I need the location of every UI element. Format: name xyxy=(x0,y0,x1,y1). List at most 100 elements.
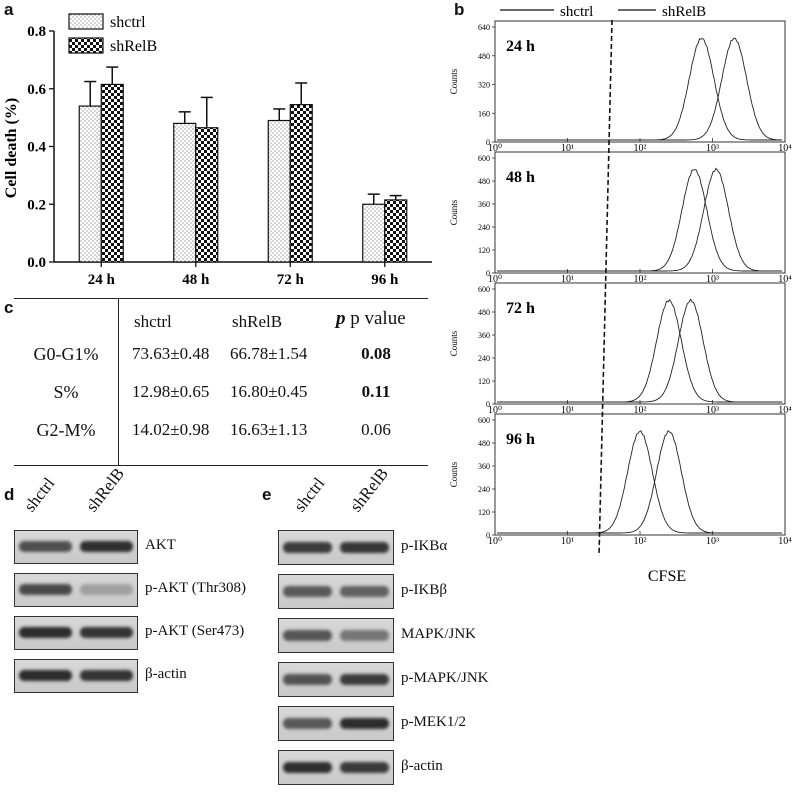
row-label: G2-M% xyxy=(36,420,96,440)
legend-label-shctrl: shctrl xyxy=(560,4,593,20)
x-tick-label: 10⁴ xyxy=(778,405,792,416)
x-tick-label: 10² xyxy=(634,143,647,154)
blot-label: p-IKBβ xyxy=(401,581,447,598)
panel-e-letter: e xyxy=(262,485,272,504)
cfse-histogram-72h: 72 h 0 120 240 360 480 600 Counts 10⁰ 10¹ 10² 10³ 10… xyxy=(449,282,792,416)
y-tick-label: 0.6 xyxy=(27,82,46,98)
y-tick-label: 320 xyxy=(478,81,490,90)
band-lane2 xyxy=(80,670,133,681)
y-tick-label: 0 xyxy=(486,138,490,147)
bar-shRelB xyxy=(289,104,313,263)
histogram-curve-shRelB xyxy=(497,37,782,141)
panel-d-letter: d xyxy=(4,485,15,504)
blot-label: β-actin xyxy=(145,666,187,682)
bar-shctrl xyxy=(78,105,102,263)
legend-swatch-shRelB xyxy=(68,37,104,54)
histogram-curve-shRelB xyxy=(497,167,782,272)
cell-cycle-table: shctrl shRelB p p value G0-G1% 73.63±0.48… xyxy=(14,298,428,466)
blot-label: p-AKT (Thr308) xyxy=(145,580,246,596)
band-lane1 xyxy=(283,585,332,597)
y-tick-label: 640 xyxy=(478,23,490,32)
y-tick-label: 0.8 xyxy=(27,24,46,40)
table-cell: 14.02±0.98 xyxy=(132,420,210,439)
blot-mapk-jnk xyxy=(278,618,394,653)
band-lane2 xyxy=(80,584,133,595)
lane-label-shRelB: shRelB xyxy=(346,464,393,516)
col-header-shctrl: shctrl xyxy=(134,312,172,331)
cfse-histogram-96h: 96 h 0 120 240 360 480 600 Counts 10⁰ 10¹ 10² 10³ 10… xyxy=(449,413,792,547)
y-tick-label: 600 xyxy=(478,416,490,425)
histogram-curve-shctrl xyxy=(497,169,782,272)
lane-label-shctrl: shctrl xyxy=(20,473,59,516)
blot-label: β-actin xyxy=(401,757,443,774)
y-tick-label: 360 xyxy=(478,200,490,209)
blot-p-mek1-2 xyxy=(278,706,394,741)
y-tick-label: 360 xyxy=(478,462,490,471)
histogram-frame xyxy=(494,413,786,536)
x-tick-label: 10⁴ xyxy=(778,274,792,285)
legend-swatch-shctrl xyxy=(68,13,104,30)
x-tick-label: 24 h xyxy=(88,272,116,288)
band-lane1 xyxy=(19,541,72,552)
blot-p-akt-ser473- xyxy=(14,616,138,650)
y-tick-label: 480 xyxy=(478,52,490,61)
y-tick-label: 120 xyxy=(478,508,490,517)
counts-axis-label: Counts xyxy=(449,68,459,94)
y-tick-label: 240 xyxy=(478,223,490,232)
histogram-curve-shctrl xyxy=(497,430,782,534)
histogram-curve-shRelB xyxy=(497,429,782,534)
y-tick-label: 360 xyxy=(478,331,490,340)
x-tick-label: 10² xyxy=(634,536,647,547)
panel-a-letter: a xyxy=(4,0,14,19)
bar-shctrl xyxy=(173,122,197,263)
y-tick-label: 0.2 xyxy=(27,197,46,213)
band-lane2 xyxy=(340,717,389,729)
y-tick-label: 0 xyxy=(486,400,490,409)
x-tick-label: 10¹ xyxy=(561,274,574,285)
x-tick-label: 96 h xyxy=(371,272,399,288)
x-tick-label: 10¹ xyxy=(561,143,574,154)
x-tick-label: 10³ xyxy=(706,405,719,416)
counts-axis-label: Counts xyxy=(449,199,459,225)
blot-label: p-IKBα xyxy=(401,537,448,554)
y-tick-label: 160 xyxy=(478,109,490,118)
panel-b-letter: b xyxy=(454,0,465,19)
bar-shRelB xyxy=(384,199,408,263)
y-tick-label: 480 xyxy=(478,177,490,186)
y-axis-label: Cell death (%) xyxy=(3,98,20,198)
lane-label-shctrl: shctrl xyxy=(290,473,329,516)
y-tick-label: 600 xyxy=(478,285,490,294)
table-cell: 0.11 xyxy=(361,382,391,401)
histogram-curve-shctrl xyxy=(497,299,782,403)
blot-label: p-MAPK/JNK xyxy=(401,669,489,686)
x-tick-label: 10³ xyxy=(706,143,719,154)
p-value-text: p value xyxy=(350,308,406,329)
y-tick-label: 0.0 xyxy=(27,255,46,271)
x-tick-label: 10³ xyxy=(706,274,719,285)
band-lane2 xyxy=(340,585,389,597)
blot-akt xyxy=(14,530,138,564)
x-tick-label: 10⁰ xyxy=(488,536,502,547)
blot-p-akt-thr308- xyxy=(14,573,138,607)
histogram-curve-shctrl xyxy=(497,37,782,141)
cfse-histogram-24h: 24 h 0 160 320 480 640 Counts 10⁰ 10¹ 10² 10³ 10⁴ xyxy=(449,20,792,154)
histogram-frame xyxy=(494,282,786,405)
y-tick-label: 480 xyxy=(478,308,490,317)
histogram-frame xyxy=(494,151,786,274)
x-tick-label: 72 h xyxy=(277,272,305,288)
y-tick-label: 120 xyxy=(478,377,490,386)
table-cell: 66.78±1.54 xyxy=(230,344,308,363)
time-label: 24 h xyxy=(506,38,535,55)
panel-b-flow-histograms: shctrl shRelB 24 h 0 160 320 480 640 Counts 10⁰ 1… xyxy=(449,4,792,585)
table-cell: 0.08 xyxy=(361,344,391,363)
y-tick-label: 600 xyxy=(478,154,490,163)
table-cell: 73.63±0.48 xyxy=(132,344,210,363)
blot--actin xyxy=(14,659,138,693)
band-lane1 xyxy=(19,627,72,638)
band-lane1 xyxy=(19,584,72,595)
histogram-frame xyxy=(494,20,786,143)
table-cell: 12.98±0.65 xyxy=(132,382,210,401)
band-lane2 xyxy=(80,541,133,552)
band-lane2 xyxy=(340,541,389,553)
blot-p-ikb- xyxy=(278,574,394,609)
